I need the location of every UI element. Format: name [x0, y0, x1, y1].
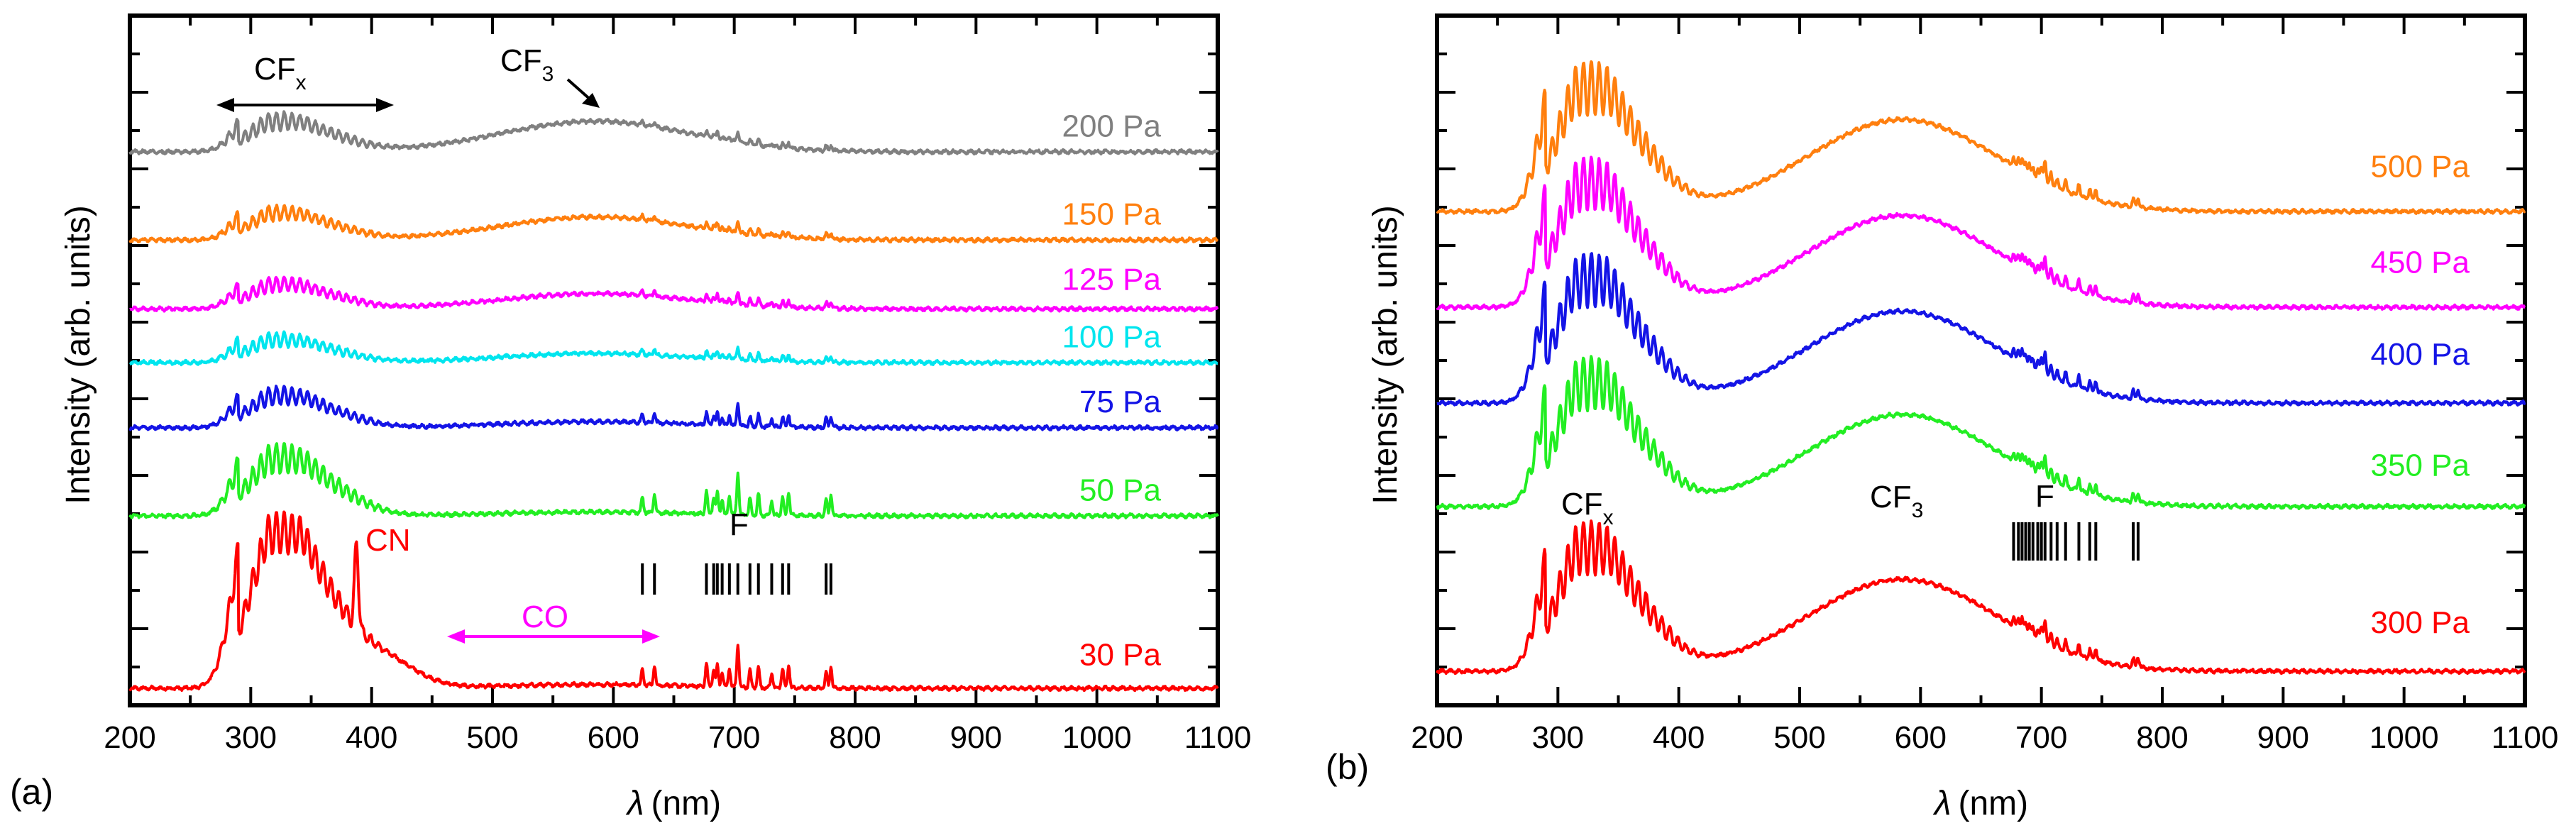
x-tick-label: 400 — [1653, 720, 1705, 755]
x-tick-label: 1100 — [2492, 720, 2559, 755]
panel-a: 200 300 400 500 600 700 800 900 1000 1100 30 Pa 50… — [104, 13, 1251, 755]
panel-a-y-axis-title: Intensity (arb. units) — [60, 205, 97, 505]
series-line-300-pa — [1436, 519, 2526, 676]
series-line-400-pa — [1436, 252, 2526, 407]
series-line-150-pa — [128, 204, 1219, 244]
series-label-30-pa: 30 Pa — [1079, 638, 1162, 673]
x-tick-label: 700 — [708, 720, 760, 755]
x-tick-label: 200 — [1411, 720, 1463, 755]
x-tick-label: 1000 — [1062, 720, 1132, 755]
x-tick-label: 300 — [1532, 720, 1584, 755]
panel-b-x-ticks: 200 300 400 500 600 700 800 900 1000 1100 — [1411, 16, 2558, 755]
x-tick-label: 600 — [1895, 720, 1947, 755]
x-tick-label: 800 — [829, 720, 881, 755]
x-tick-label: 300 — [225, 720, 277, 755]
panel-a-y-ticks — [130, 53, 1218, 668]
panel-a-cn-label: CN — [365, 523, 411, 558]
series-line-350-pa — [1436, 355, 2526, 510]
series-line-450-pa — [1436, 155, 2526, 312]
x-tick-label: 800 — [2136, 720, 2188, 755]
x-tick-label: 1100 — [1184, 720, 1252, 755]
panel-a-x-ticks: 200 300 400 500 600 700 800 900 1000 1100 — [104, 16, 1251, 755]
panel-b-y-ticks — [1437, 53, 2525, 668]
panel-a-series-labels: 30 Pa 50 Pa 75 Pa 100 Pa 125 Pa 150 Pa 200 Pa — [1062, 109, 1162, 672]
panel-a-cfx-arrow — [216, 98, 394, 112]
series-label-75-pa: 75 Pa — [1079, 385, 1162, 419]
x-tick-label: 500 — [466, 720, 518, 755]
panel-b-letter: (b) — [1326, 747, 1369, 787]
x-tick-label: 400 — [346, 720, 397, 755]
series-label-100-pa: 100 Pa — [1062, 319, 1162, 354]
series-label-450-pa: 450 Pa — [2371, 245, 2470, 280]
series-line-125-pa — [128, 275, 1219, 313]
x-tick-label: 1000 — [2369, 720, 2439, 755]
x-tick-label: 900 — [950, 720, 1002, 755]
series-label-500-pa: 500 Pa — [2371, 149, 2470, 184]
x-tick-label: 900 — [2257, 720, 2309, 755]
panel-b-cfx-label: CFx — [1561, 487, 1614, 529]
series-line-75-pa — [128, 385, 1219, 431]
panel-b-y-axis-title: Intensity (arb. units) — [1367, 205, 1404, 505]
panel-a-cf3-label: CF3 — [500, 43, 554, 86]
series-line-50-pa — [128, 442, 1219, 520]
panel-b-cf3-label: CF3 — [1870, 480, 1923, 522]
panel-b-f-label: F — [2035, 479, 2054, 514]
x-tick-label: 200 — [104, 720, 155, 755]
panel-a-co-label: CO — [522, 600, 568, 634]
panel-a-cf3-arrow — [566, 78, 600, 108]
panel-b-x-axis-title: λ (nm) — [1932, 785, 2028, 822]
panel-b-f-line-markers — [2012, 522, 2140, 561]
series-label-200-pa: 200 Pa — [1062, 109, 1162, 143]
panel-b-series — [1436, 60, 2526, 676]
panel-b: 200 300 400 500 600 700 800 900 1000 1100 300 Pa3… — [1411, 13, 2558, 755]
series-line-30-pa — [128, 510, 1219, 693]
series-label-400-pa: 400 Pa — [2371, 337, 2470, 372]
series-label-150-pa: 150 Pa — [1062, 197, 1162, 232]
x-tick-label: 500 — [1773, 720, 1825, 755]
x-tick-label: 600 — [588, 720, 639, 755]
series-label-350-pa: 350 Pa — [2371, 448, 2470, 483]
series-line-500-pa — [1436, 60, 2526, 216]
series-label-50-pa: 50 Pa — [1079, 473, 1162, 507]
panel-a-x-axis-title: λ (nm) — [625, 785, 721, 822]
panel-b-series-labels: 300 Pa 350 Pa 400 Pa 450 Pa 500 Pa — [2371, 149, 2470, 640]
series-line-200-pa — [128, 110, 1219, 156]
series-label-125-pa: 125 Pa — [1062, 262, 1162, 297]
panel-a-series — [128, 110, 1219, 693]
panel-a-f-label: F — [730, 507, 749, 542]
series-line-100-pa — [128, 330, 1219, 367]
panel-a-cfx-label: CFx — [254, 52, 307, 94]
panel-a-f-line-markers — [641, 563, 832, 595]
x-tick-label: 700 — [2015, 720, 2067, 755]
panel-a-co-arrow — [447, 629, 660, 644]
series-label-300-pa: 300 Pa — [2371, 605, 2470, 640]
panel-a-letter: (a) — [10, 772, 53, 812]
